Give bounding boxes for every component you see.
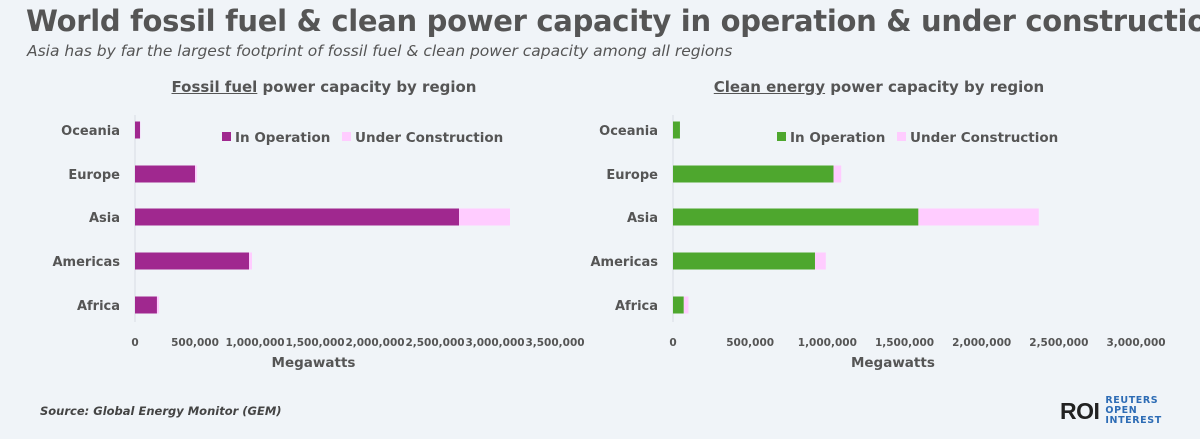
clean-x-tick-label: 1,000,000 (798, 337, 857, 349)
clean-category-label: Americas (590, 255, 658, 270)
fossil-legend-label-in-operation: In Operation (235, 130, 330, 146)
fossil-bar-in-operation (135, 296, 157, 314)
fossil-category-label: Europe (68, 168, 120, 183)
clean-bar-in-operation (673, 296, 684, 314)
clean-bar-in-operation (673, 165, 834, 183)
clean-bar-under-construction (833, 165, 842, 183)
clean-x-axis-title: Megawatts (851, 355, 935, 371)
logo-mark: ROI (1060, 397, 1100, 424)
clean-chart-title-underlined: Clean energy (713, 78, 826, 96)
fossil-legend-swatch-in-operation (222, 132, 231, 141)
clean-legend-label-in-operation: In Operation (790, 130, 885, 146)
clean-chart-title-rest: power capacity by region (825, 78, 1045, 96)
source-note: Source: Global Energy Monitor (GEM) (40, 404, 282, 418)
clean-category-label: Oceania (599, 124, 658, 139)
fossil-category-label: Asia (89, 211, 120, 226)
clean-bar-under-construction (918, 208, 1039, 226)
clean-bar-in-operation (673, 208, 919, 226)
clean-x-tick-label: 0 (669, 337, 676, 349)
fossil-chart-title-rest: power capacity by region (257, 78, 477, 96)
logo-name: REUTERS OPEN INTEREST (1105, 395, 1162, 426)
clean-category-label: Africa (615, 299, 658, 314)
clean-x-tick-label: 1,500,000 (875, 337, 934, 349)
fossil-category-label: Americas (52, 255, 120, 270)
fossil-bar-in-operation (135, 121, 141, 139)
fossil-x-tick-label: 1,000,000 (225, 337, 284, 349)
clean-x-tick-label: 3,000,000 (1106, 337, 1165, 349)
figure-subtitle: Asia has by far the largest footprint of… (27, 42, 733, 60)
fossil-x-tick-label: 2,500,000 (405, 337, 464, 349)
fossil-bar-under-construction (195, 165, 197, 183)
fossil-x-tick-label: 3,000,000 (465, 337, 524, 349)
clean-bar-under-construction (814, 252, 826, 270)
clean-x-tick-label: 2,000,000 (952, 337, 1011, 349)
clean-category-label: Europe (606, 168, 658, 183)
fossil-x-axis-title: Megawatts (272, 355, 356, 371)
fossil-x-tick-label: 1,500,000 (285, 337, 344, 349)
fossil-legend-label-under-construction: Under Construction (355, 130, 503, 146)
fossil-bar-under-construction (156, 296, 159, 314)
clean-x-tick-label: 2,500,000 (1029, 337, 1088, 349)
fossil-category-label: Oceania (61, 124, 120, 139)
fossil-bar-under-construction (249, 252, 252, 270)
fossil-x-tick-label: 500,000 (171, 337, 219, 349)
clean-category-label: Asia (627, 211, 658, 226)
fossil-x-tick-label: 3,500,000 (525, 337, 584, 349)
clean-bar-under-construction (683, 296, 689, 314)
clean-bar-in-operation (673, 121, 680, 139)
fossil-bar-under-construction (459, 208, 510, 226)
clean-bar-in-operation (673, 252, 815, 270)
fossil-x-tick-label: 0 (131, 337, 138, 349)
fossil-legend-swatch-under-construction (342, 132, 351, 141)
fossil-bar-in-operation (135, 252, 249, 270)
clean-chart-title: Clean energy power capacity by region (714, 78, 1044, 96)
fossil-chart-title-underlined: Fossil fuel (171, 78, 258, 96)
fossil-x-tick-label: 2,000,000 (345, 337, 404, 349)
figure-title: World fossil fuel & clean power capacity… (26, 4, 1200, 38)
fossil-category-label: Africa (77, 299, 120, 314)
fossil-bar-in-operation (135, 208, 459, 226)
roi-logo: ROI REUTERS OPEN INTEREST (1060, 396, 1185, 426)
fossil-chart-title: Fossil fuel power capacity by region (172, 78, 477, 96)
clean-x-tick-label: 500,000 (726, 337, 774, 349)
clean-legend-swatch-in-operation (777, 132, 786, 141)
clean-legend-label-under-construction: Under Construction (910, 130, 1058, 146)
clean-legend-swatch-under-construction (897, 132, 906, 141)
fossil-bar-in-operation (135, 165, 195, 183)
